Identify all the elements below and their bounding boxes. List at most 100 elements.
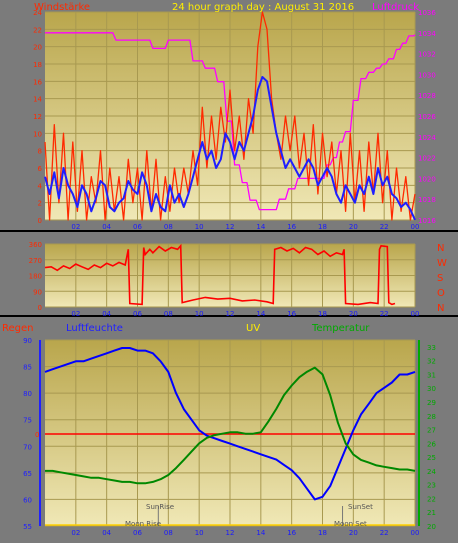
top-x-tick-label: 22 [380, 223, 389, 231]
pressure-title: Luftdruck [372, 2, 419, 13]
pressure-y-tick-label: 1020 [418, 175, 436, 183]
middle-x-tick-label: 06 [133, 310, 142, 318]
bottom-x-tick-label: 12 [226, 529, 235, 537]
wind-title: Windstärke [34, 2, 90, 13]
wind-y-tick-label: 6 [38, 165, 43, 173]
wind-y-tick-label: 24 [33, 9, 42, 17]
temperature-y-tick-label: 29 [427, 399, 436, 407]
humidity-y-tick-label: 60 [23, 496, 32, 504]
bottom-grid [39, 339, 420, 527]
middle-grid [45, 243, 416, 308]
wind-line [44, 11, 416, 221]
humidity-y-tick-label: 70 [23, 443, 32, 451]
middle-x-tick-label: 18 [318, 310, 327, 318]
humidity-y-tick-label: 65 [23, 470, 32, 478]
rain-zero-label: 0 [35, 431, 39, 439]
temperature-y-tick-label: 24 [427, 468, 436, 476]
bottom-x-tick-label: 10 [195, 529, 204, 537]
middle-x-tick-label: 02 [71, 310, 80, 318]
top-x-tick-label: 20 [349, 223, 358, 231]
temperature-y-tick-label: 27 [427, 427, 436, 435]
temperature-y-tick-label: 25 [427, 454, 436, 462]
bottom-x-tick-label: 22 [380, 529, 389, 537]
wind-y-tick-label: 18 [33, 61, 42, 69]
graph-title: 24 hour graph day : August 31 2016 [172, 2, 354, 13]
pressure-y-tick-label: 1036 [418, 9, 436, 17]
top-x-tick-label: 04 [102, 223, 111, 231]
humidity-y-tick-label: 75 [23, 417, 32, 425]
temperature-y-tick-label: 30 [427, 385, 436, 393]
wind-y-tick-label: 2 [38, 200, 42, 208]
wind-y-tick-label: 12 [33, 113, 42, 121]
uv-title: UV [246, 323, 260, 334]
top-x-tick-label: 12 [226, 223, 235, 231]
top-grid [45, 11, 416, 221]
pressure-y-tick-label: 1026 [418, 113, 436, 121]
wind-y-tick-label: 22 [33, 26, 42, 34]
temperature-y-tick-label: 26 [427, 440, 436, 448]
direction-y-tick-label: 0 [38, 304, 42, 312]
humidity-y-tick-label: 85 [23, 364, 32, 372]
wind-y-tick-label: 20 [33, 44, 42, 52]
wind_avg-line [44, 76, 416, 221]
bottom-x-tick-label: 08 [164, 529, 173, 537]
wind-y-tick-label: 4 [38, 182, 43, 190]
middle-x-tick-label: 04 [102, 310, 111, 318]
wind-y-tick-label: 16 [33, 78, 42, 86]
humidity-y-tick-label: 90 [23, 337, 32, 345]
pressure-y-tick-label: 1024 [418, 134, 436, 142]
dir-label-n2: N [437, 303, 444, 314]
humidity-y-tick-label: 55 [23, 523, 32, 531]
bottom-x-tick-label: 20 [349, 529, 358, 537]
temperature-y-tick-label: 28 [427, 413, 436, 421]
pressure-y-tick-label: 1028 [418, 92, 436, 100]
top-x-tick-label: 00 [411, 223, 420, 231]
pressure-y-tick-label: 1034 [418, 30, 436, 38]
pressure-y-tick-label: 1030 [418, 71, 436, 79]
bottom-x-tick-label: 00 [411, 529, 420, 537]
bottom-x-tick-label: 02 [71, 529, 80, 537]
middle-x-tick-label: 00 [411, 310, 420, 318]
moonset-label: Moon Set [334, 520, 367, 528]
sunrise-label: SunRise [146, 503, 174, 511]
bottom-x-tick-label: 16 [287, 529, 296, 537]
top-x-tick-label: 06 [133, 223, 142, 231]
rain-title: Regen [2, 323, 34, 334]
top-x-tick-label: 14 [256, 223, 265, 231]
top-x-tick-label: 18 [318, 223, 327, 231]
middle-x-tick-label: 10 [195, 310, 204, 318]
middle-x-tick-label: 16 [287, 310, 296, 318]
pressure-y-tick-label: 1032 [418, 51, 436, 59]
bottom-x-tick-label: 18 [318, 529, 327, 537]
bottom-series [44, 347, 416, 501]
humidity-title: Luftfeuchte [66, 323, 123, 334]
top-x-tick-label: 10 [195, 223, 204, 231]
temperature-y-tick-label: 31 [427, 371, 436, 379]
top-x-tick-label: 02 [71, 223, 80, 231]
direction-y-tick-label: 90 [33, 288, 42, 296]
temperature-title: Temperatur [311, 323, 370, 334]
middle-x-tick-label: 12 [226, 310, 235, 318]
moonrise-label: Moon Rise [125, 520, 161, 528]
temperature-y-tick-label: 23 [427, 482, 436, 490]
temperature-y-tick-label: 32 [427, 358, 436, 366]
humidity-line [44, 347, 416, 501]
direction-y-tick-label: 270 [29, 257, 42, 265]
dir-label-w: W [437, 258, 447, 269]
bottom-x-tick-label: 14 [256, 529, 265, 537]
temperature-y-tick-label: 20 [427, 523, 436, 531]
temperature-y-tick-label: 21 [427, 509, 436, 517]
dir-label-s: S [437, 273, 443, 284]
wind-y-tick-label: 8 [38, 148, 42, 156]
temperature-y-tick-label: 22 [427, 495, 436, 503]
wind-y-tick-label: 10 [33, 130, 42, 138]
middle-x-tick-label: 08 [164, 310, 173, 318]
middle-x-tick-label: 22 [380, 310, 389, 318]
top-x-tick-label: 16 [287, 223, 296, 231]
dir-label-n1: N [437, 243, 444, 254]
direction-line [44, 243, 396, 306]
direction-y-tick-label: 180 [29, 273, 42, 281]
wind-y-tick-label: 14 [33, 96, 42, 104]
